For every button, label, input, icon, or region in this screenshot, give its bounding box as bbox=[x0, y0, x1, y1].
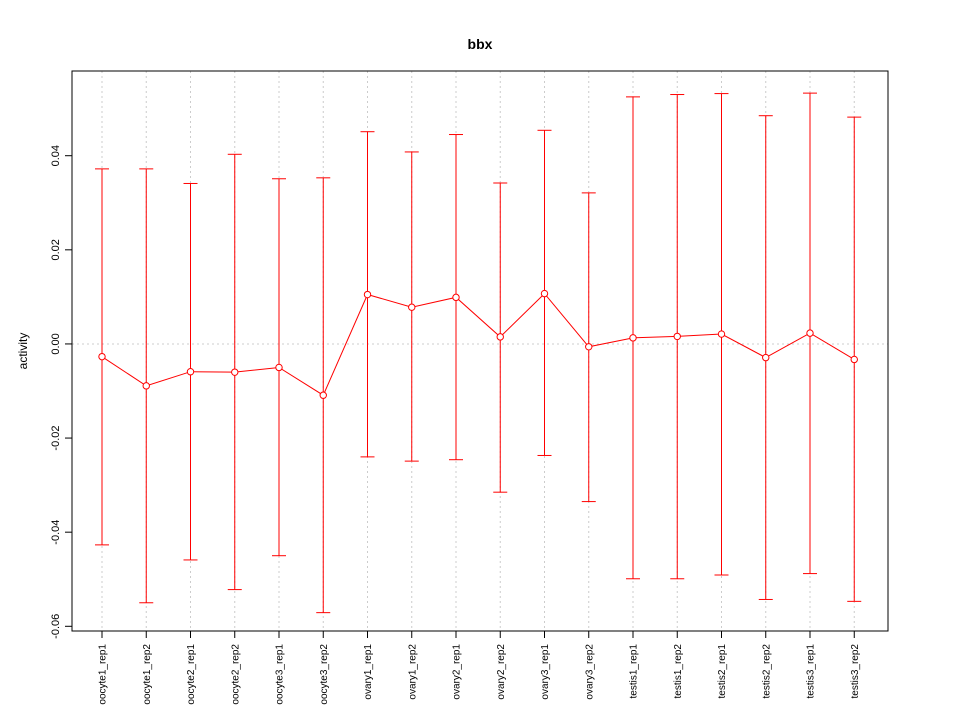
y-tick-label: 0.04 bbox=[50, 145, 62, 166]
data-point bbox=[496, 333, 504, 341]
x-tick-label: ovary3_rep2 bbox=[584, 644, 595, 700]
series-line bbox=[101, 292, 855, 396]
x-axis: oocyte1_rep1 oocyte1_rep2 oocyte2_rep1 oocy… bbox=[98, 631, 861, 705]
x-tick-label: oocyte2_rep1 bbox=[186, 644, 197, 705]
plot-frame bbox=[71, 70, 889, 632]
y-tick-label: 0.00 bbox=[50, 333, 62, 354]
x-tick-label: testis3_rep1 bbox=[806, 644, 817, 699]
data-point bbox=[673, 332, 681, 341]
x-tick-label: oocyte1_rep1 bbox=[98, 644, 109, 705]
x-tick-label: oocyte3_rep2 bbox=[319, 644, 330, 705]
data-point bbox=[585, 343, 593, 351]
data-point bbox=[408, 303, 416, 311]
x-tick-label: oocyte3_rep1 bbox=[275, 644, 286, 705]
y-tick-label: 0.02 bbox=[50, 239, 62, 260]
y-tick-label: -0.04 bbox=[50, 520, 62, 545]
x-tick-label: ovary2_rep1 bbox=[452, 644, 463, 700]
x-tick-label: ovary2_rep2 bbox=[496, 644, 507, 700]
x-tick-label: testis3_rep2 bbox=[850, 644, 861, 699]
data-point bbox=[98, 352, 106, 361]
x-tick-label: testis1_rep1 bbox=[629, 644, 640, 699]
x-tick-label: ovary1_rep2 bbox=[407, 644, 418, 700]
data-point bbox=[363, 290, 372, 299]
data-point bbox=[452, 293, 460, 302]
x-tick-label: oocyte2_rep2 bbox=[230, 644, 241, 705]
series-layer bbox=[95, 92, 862, 614]
x-tick-label: testis2_rep1 bbox=[717, 644, 728, 699]
data-point bbox=[186, 368, 195, 376]
x-tick-label: ovary1_rep1 bbox=[363, 644, 374, 700]
data-point bbox=[850, 355, 858, 364]
chart-title: bbx bbox=[468, 36, 493, 52]
x-tick-label: testis1_rep2 bbox=[673, 644, 684, 699]
x-tick-label: testis2_rep2 bbox=[761, 644, 772, 699]
data-point bbox=[540, 289, 549, 298]
data-point bbox=[806, 329, 814, 337]
data-point bbox=[319, 391, 327, 399]
data-point bbox=[717, 330, 726, 338]
y-axis-label: activity bbox=[16, 333, 30, 370]
y-tick-label: -0.06 bbox=[50, 614, 62, 639]
data-point bbox=[629, 334, 637, 342]
x-tick-label: oocyte1_rep2 bbox=[142, 644, 153, 705]
y-tick-label: -0.02 bbox=[50, 426, 62, 451]
data-point bbox=[142, 382, 150, 390]
data-point bbox=[231, 368, 239, 376]
x-tick-label: ovary3_rep1 bbox=[540, 644, 551, 700]
data-point bbox=[275, 363, 283, 372]
y-axis: -0.06 -0.04 -0.02 0.00 0.02 0.04 bbox=[50, 145, 72, 639]
data-point bbox=[762, 353, 770, 362]
